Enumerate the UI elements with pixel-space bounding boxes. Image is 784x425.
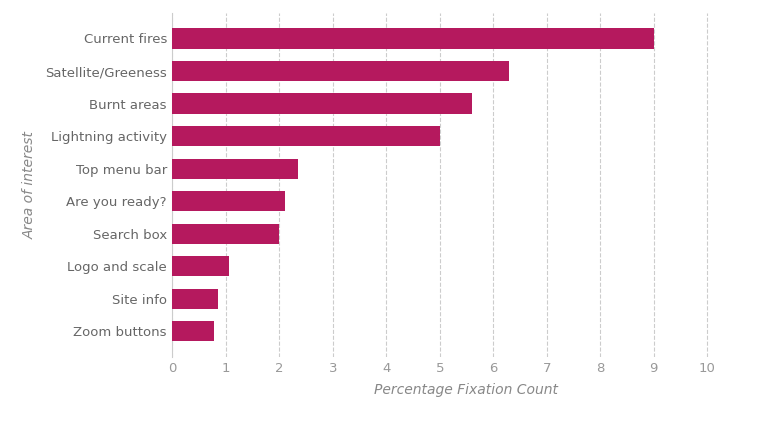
Bar: [172, 28, 654, 48]
Bar: [172, 289, 218, 309]
Y-axis label: Area of interest: Area of interest: [23, 131, 37, 239]
Bar: [172, 321, 214, 341]
Bar: [172, 256, 229, 276]
Bar: [172, 61, 510, 81]
Bar: [172, 94, 472, 113]
Bar: [172, 159, 298, 178]
Bar: [172, 126, 440, 146]
X-axis label: Percentage Fixation Count: Percentage Fixation Count: [375, 383, 558, 397]
Bar: [172, 191, 285, 211]
Bar: [172, 224, 279, 244]
